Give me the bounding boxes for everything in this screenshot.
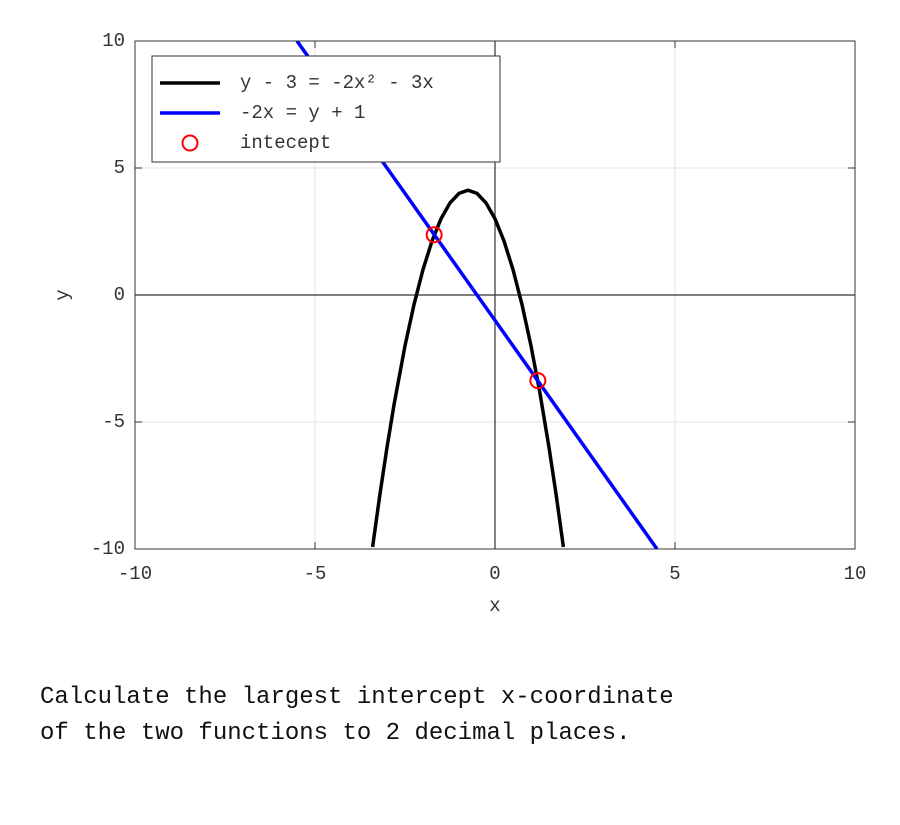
question: Calculate the largest intercept x-coordi… (40, 684, 674, 747)
intercept-marker (425, 226, 443, 244)
x-tick-label: 0 (489, 563, 500, 585)
x-axis-label: x (489, 595, 500, 617)
legend-label: y - 3 = -2x² - 3x (240, 72, 434, 94)
x-tick-label: -5 (304, 563, 327, 585)
y-tick-label: 5 (114, 157, 125, 179)
line-series (370, 188, 566, 548)
legend-swatch (181, 134, 199, 152)
y-tick-label: -5 (102, 411, 125, 433)
plot-frame (134, 40, 856, 550)
x-tick-label: 10 (844, 563, 867, 585)
legend-label: intecept (240, 132, 331, 154)
y-tick-label: 10 (102, 30, 125, 52)
x-tick-label: -10 (118, 563, 152, 585)
y-tick-label: -10 (91, 538, 125, 560)
legend-label: -2x = y + 1 (240, 102, 365, 124)
x-tick-label: 5 (669, 563, 680, 585)
y-axis-label: y (52, 289, 74, 300)
chart: x y -10 -5 0 5 10 -10 -5 0 5 10 y - 3 = -2x² - 3x -… (52, 30, 867, 617)
legend-box (151, 55, 501, 163)
y-tick-label: 0 (114, 284, 125, 306)
intercept-marker (529, 372, 547, 390)
